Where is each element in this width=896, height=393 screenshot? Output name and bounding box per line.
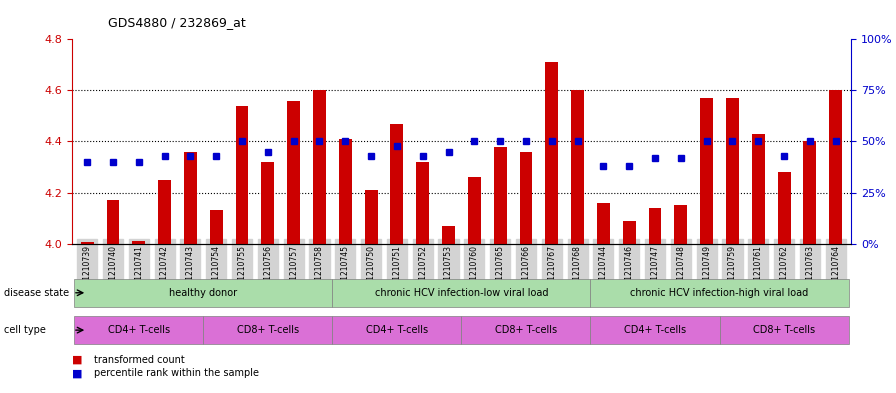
- Text: CD8+ T-cells: CD8+ T-cells: [237, 325, 299, 335]
- Bar: [726, 98, 739, 244]
- Bar: [184, 152, 197, 244]
- Bar: [546, 62, 558, 244]
- Text: healthy donor: healthy donor: [169, 288, 237, 298]
- Bar: [494, 147, 506, 244]
- Text: CD4+ T-cells: CD4+ T-cells: [366, 325, 428, 335]
- Bar: [81, 242, 93, 244]
- Text: ■: ■: [72, 368, 82, 378]
- FancyBboxPatch shape: [461, 316, 590, 344]
- Text: transformed count: transformed count: [94, 354, 185, 365]
- Bar: [804, 141, 816, 244]
- Bar: [520, 152, 532, 244]
- FancyBboxPatch shape: [590, 279, 849, 307]
- Bar: [700, 98, 713, 244]
- Text: percentile rank within the sample: percentile rank within the sample: [94, 368, 259, 378]
- Bar: [262, 162, 274, 244]
- Bar: [571, 90, 584, 244]
- Text: disease state: disease state: [4, 288, 70, 298]
- Bar: [442, 226, 455, 244]
- Bar: [675, 205, 687, 244]
- FancyBboxPatch shape: [332, 279, 590, 307]
- FancyBboxPatch shape: [332, 316, 461, 344]
- Bar: [468, 177, 481, 244]
- Bar: [830, 90, 842, 244]
- Bar: [339, 139, 352, 244]
- FancyBboxPatch shape: [719, 316, 849, 344]
- Text: CD4+ T-cells: CD4+ T-cells: [624, 325, 686, 335]
- FancyBboxPatch shape: [74, 279, 332, 307]
- Text: cell type: cell type: [4, 325, 47, 335]
- Bar: [210, 210, 223, 244]
- Bar: [417, 162, 429, 244]
- Bar: [313, 90, 326, 244]
- Bar: [159, 180, 171, 244]
- FancyBboxPatch shape: [74, 316, 203, 344]
- Text: CD8+ T-cells: CD8+ T-cells: [753, 325, 815, 335]
- Text: chronic HCV infection-low viral load: chronic HCV infection-low viral load: [375, 288, 548, 298]
- Text: ■: ■: [72, 354, 82, 365]
- Bar: [649, 208, 661, 244]
- FancyBboxPatch shape: [203, 316, 332, 344]
- Bar: [107, 200, 119, 244]
- Bar: [133, 241, 145, 244]
- Text: GDS4880 / 232869_at: GDS4880 / 232869_at: [108, 16, 246, 29]
- FancyBboxPatch shape: [590, 316, 719, 344]
- Bar: [288, 101, 300, 244]
- Text: CD8+ T-cells: CD8+ T-cells: [495, 325, 557, 335]
- Bar: [391, 123, 403, 244]
- Bar: [623, 220, 635, 244]
- Text: chronic HCV infection-high viral load: chronic HCV infection-high viral load: [631, 288, 809, 298]
- Text: CD4+ T-cells: CD4+ T-cells: [108, 325, 170, 335]
- Bar: [597, 203, 610, 244]
- Bar: [752, 134, 764, 244]
- Bar: [365, 190, 377, 244]
- Bar: [778, 172, 790, 244]
- Bar: [236, 106, 248, 244]
